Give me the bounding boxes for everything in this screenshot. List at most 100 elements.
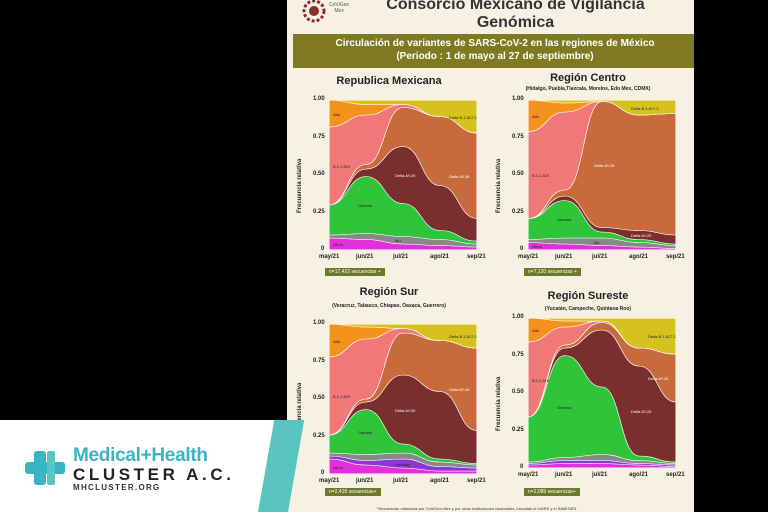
series-label-delta-ay-20: Delta AY.20 [395, 407, 416, 413]
area-series-delta-b-1-617-2 [329, 100, 477, 134]
x-tick-label: jun/21 [356, 478, 374, 484]
y-tick-label: 0.75 [313, 133, 325, 140]
medical-health-cluster-logo: Medical+Health CLUSTER A.C. MHCLUSTER.OR… [0, 420, 305, 512]
y-tick-label: 0 [520, 246, 524, 252]
panel-subtitle: (Hidalgo, Puebla,Tlaxcala, Morelos, Edo … [525, 86, 651, 92]
y-tick-label: 0 [520, 464, 524, 470]
y-tick-label: 0.75 [512, 133, 524, 140]
stacked-area-chart [528, 318, 676, 468]
x-tick-label: sep/21 [467, 478, 486, 484]
subtitle-bar: Circulación de variantes de SARS-CoV-2 e… [293, 34, 694, 68]
x-tick-label: sep/21 [666, 254, 685, 260]
brand-name: Medical+Health [73, 445, 208, 466]
x-tick-label: jun/21 [356, 254, 374, 260]
area-series-delta-b-1-617-2 [528, 100, 676, 116]
logo-text: CoViGen Mex [329, 2, 349, 14]
series-label-delta-ay-26: Delta AY.26 [449, 173, 470, 179]
y-tick-label: 1.00 [313, 96, 325, 102]
x-tick-label: jun/21 [555, 254, 573, 260]
series-label-gamma: Gamma [557, 404, 572, 410]
series-label-gamma: Gamma [358, 203, 373, 208]
x-tick-label: ago/21 [430, 254, 450, 260]
x-tick-label: jul/21 [393, 478, 409, 484]
panel-subtitle: (Veracruz, Tabasco, Chiapas, Oaxaca, Gue… [332, 303, 446, 309]
series-label-b-1-1-519: B.1.1.519 [532, 173, 550, 178]
logo-text-line: Mex [334, 8, 344, 14]
stacked-area-chart [528, 100, 676, 250]
y-tick-label: 0.75 [313, 357, 325, 364]
x-tick-label: jul/21 [592, 254, 608, 260]
y-tick-label: 0 [321, 246, 325, 252]
sample-count-tag: n=2,089 secuencias+ [524, 488, 580, 496]
logo-text-line: CoViGen [329, 2, 350, 8]
series-label-delta-ay-20: Delta AY.20 [631, 233, 652, 238]
panel-republica-mexicana: Republica Mexicana Frecuencia relativa 1.0… [293, 72, 486, 284]
series-label-mu: Mu [594, 239, 600, 245]
panel-title: Región Sur [359, 286, 419, 298]
y-axis-label: Frecuencia relativa [297, 158, 303, 213]
series-label-delta-ay-20: Delta AY.20 [395, 173, 416, 178]
series-label-otros: Otros [333, 242, 343, 247]
y-tick-label: 0.75 [512, 351, 524, 358]
panel-title: Republica Mexicana [336, 75, 442, 87]
series-label-otros: Otros [532, 244, 542, 250]
series-label-delta-b-1-617-2: Delta B.1.617.2 [449, 334, 477, 339]
x-tick-label: may/21 [518, 254, 539, 260]
series-label-mu: Mu [395, 238, 401, 244]
panel-regi-n-centro: Región Centro (Hidalgo, Puebla,Tlaxcala, … [492, 72, 685, 284]
x-tick-label: may/21 [319, 478, 340, 484]
x-tick-label: jul/21 [592, 472, 608, 478]
medical-cross-icon [25, 451, 65, 485]
x-tick-label: ago/21 [629, 472, 649, 478]
covigen-logo [302, 0, 326, 23]
sample-count-tag: n=7,120 secuencias + [524, 268, 581, 276]
series-label-delta-ay-26: Delta AY.26 [648, 376, 669, 381]
series-label-delta-b-1-617-2: Delta B.1.617.2 [631, 105, 659, 111]
y-tick-label: 0 [321, 470, 325, 476]
subtitle-line1: Circulación de variantes de SARS-CoV-2 e… [335, 38, 655, 49]
title-line1: Consorcio Mexicano de Vigilancia [386, 0, 645, 13]
y-tick-label: 0.50 [313, 171, 325, 177]
y-axis-label: Frecuencia relativa [496, 376, 502, 431]
series-label-alfa: Alfa [333, 111, 340, 117]
x-tick-label: may/21 [319, 254, 340, 260]
title-line2: Genómica [476, 14, 555, 31]
series-label-delta-b-1-617-2: Delta B.1.617.2 [449, 114, 477, 120]
x-tick-label: sep/21 [666, 472, 685, 478]
y-tick-label: 0.50 [313, 395, 325, 401]
series-label-alfa: Alfa [532, 328, 539, 333]
brand-cluster: CLUSTER A.C. [73, 465, 235, 484]
y-tick-label: 0.50 [512, 389, 524, 395]
brand-url: MHCLUSTER.ORG [73, 483, 161, 492]
y-axis-label: Frecuencia relativa [496, 158, 502, 213]
panel-regi-n-sur: Región Sur (Veracruz, Tabasco, Chiapas, O… [293, 286, 486, 498]
series-label-b-1-1-519: B.1.1.519 [333, 394, 351, 399]
sample-count-tag: n=2,418 secuencias+ [325, 488, 381, 496]
series-label-alfa: Alfa [532, 113, 539, 119]
variant-poster: CoViGen Mex Consorcio Mexicano de Vigila… [287, 0, 694, 512]
series-label-gamma: Gamma [358, 430, 373, 435]
series-label-b-1-1-519: B.1.1.519 [333, 164, 351, 169]
series-label-b-1-1-519: B.1.1.519 [532, 377, 550, 383]
area-series-delta-b-1-617-2 [528, 318, 676, 355]
y-tick-label: 1.00 [313, 320, 325, 326]
series-label-otros: Otros [333, 464, 343, 470]
x-tick-label: ago/21 [430, 478, 450, 484]
series-label-delta-ay-20: Delta AY.20 [631, 409, 652, 414]
x-tick-label: jun/21 [555, 472, 573, 478]
sample-count-tag: n=17,422 secuencias + [325, 268, 385, 276]
panel-title: Región Sureste [547, 290, 629, 302]
area-series-delta-b-1-617-2 [329, 324, 477, 349]
subtitle-line2: (Periodo : 1 de mayo al 27 de septiembre… [396, 51, 594, 62]
y-tick-label: 0.25 [512, 208, 524, 215]
y-tick-label: 1.00 [512, 96, 524, 102]
stacked-area-chart [329, 100, 477, 250]
x-tick-label: may/21 [518, 472, 539, 478]
panel-regi-n-sureste: Región Sureste (Yucatán, Campeche, Quinta… [492, 286, 685, 498]
series-label-lambda: Lambda [395, 461, 410, 467]
series-label-delta-ay-26: Delta AY.26 [594, 162, 615, 168]
panel-title: Región Centro [550, 72, 626, 84]
stacked-area-chart [329, 324, 477, 474]
y-tick-label: 0.25 [512, 426, 524, 433]
series-label-delta-ay-26: Delta AY.26 [449, 387, 470, 393]
